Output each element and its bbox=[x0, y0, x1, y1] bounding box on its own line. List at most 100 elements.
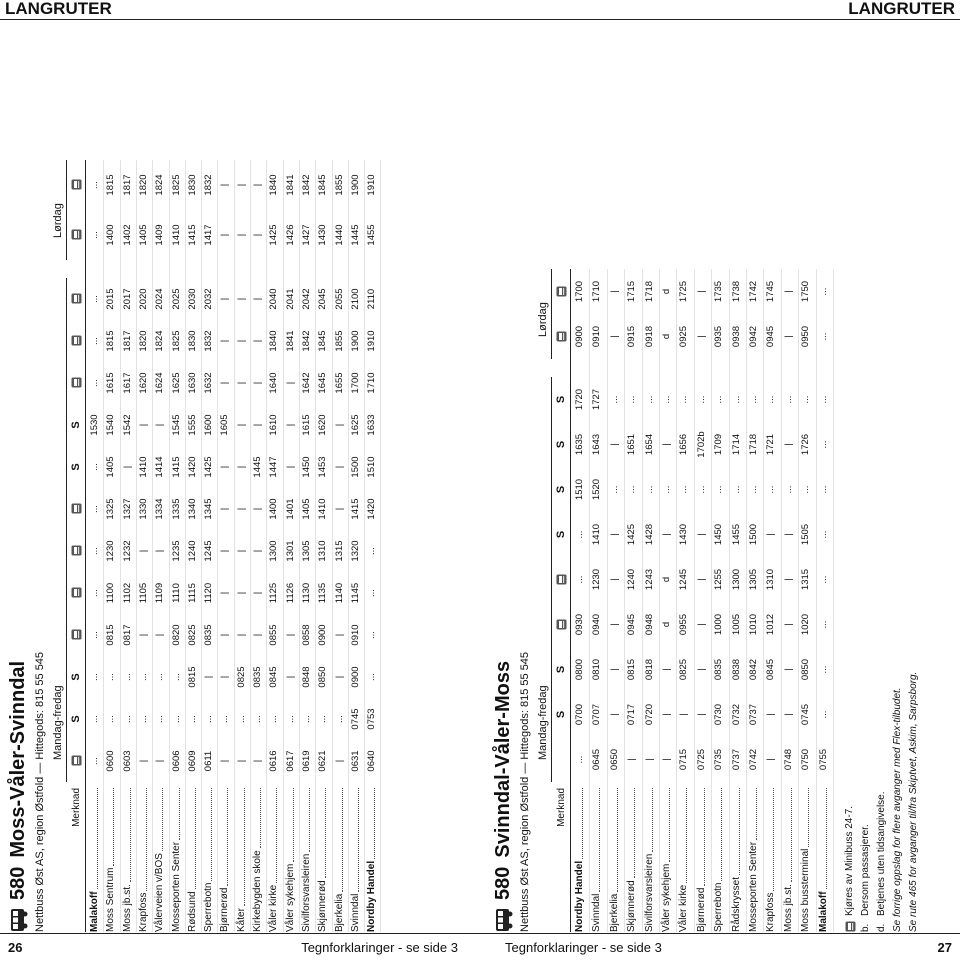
departure-time: 1420 bbox=[366, 498, 378, 520]
departure-time: 1555 bbox=[186, 414, 198, 436]
stop-row: Nordby Handel bbox=[366, 786, 378, 932]
departure-time: 1315 bbox=[333, 540, 345, 562]
leader bbox=[748, 788, 757, 840]
stop-name: Kåter bbox=[235, 908, 247, 932]
footnote: Kjøres av Minibuss 24-7. bbox=[843, 806, 857, 932]
departure-time: | bbox=[235, 633, 247, 637]
departure-time: | bbox=[333, 465, 345, 469]
departure-time: 1410 bbox=[170, 224, 182, 246]
stop-row: Sperrebotn bbox=[203, 786, 215, 932]
header-rule bbox=[85, 160, 86, 932]
departure-time: 1832 bbox=[203, 174, 215, 196]
departure-time: | bbox=[333, 507, 345, 511]
leader bbox=[366, 788, 376, 859]
departure-time: | bbox=[235, 183, 247, 187]
departure-time: 1830 bbox=[186, 330, 198, 352]
stop-row: Våler kirke bbox=[268, 786, 280, 932]
minibus-icon bbox=[845, 921, 855, 932]
departure-time: | bbox=[765, 533, 777, 536]
departure-time: 0616 bbox=[268, 750, 280, 772]
departure-time: | bbox=[695, 335, 707, 338]
departure-time: 0820 bbox=[170, 624, 182, 646]
departure-time: 1625 bbox=[170, 372, 182, 394]
departure-time: 1414 bbox=[154, 456, 166, 478]
departure-time: 1815 bbox=[105, 174, 117, 196]
leader bbox=[765, 788, 775, 891]
departure-time: 0930 bbox=[574, 613, 585, 636]
stop-name: Moss Sentrum bbox=[105, 867, 117, 932]
footer-text: Tegnforklaringer - se side 3 bbox=[505, 940, 662, 955]
departure-time: ... bbox=[817, 287, 829, 296]
departure-time: 1825 bbox=[170, 174, 182, 196]
departure-time: 0621 bbox=[317, 750, 329, 772]
group-rule bbox=[551, 269, 552, 359]
stop-name: Malakoff bbox=[89, 891, 100, 932]
departure-time: | bbox=[219, 591, 231, 595]
stop-row: Bjørnerød bbox=[695, 786, 708, 932]
departure-time: 1820 bbox=[137, 330, 149, 352]
row-rule bbox=[298, 160, 300, 932]
stop-row: Malakoff bbox=[89, 786, 101, 932]
departure-time: | bbox=[252, 549, 263, 553]
departure-time: 1445 bbox=[349, 224, 361, 246]
departure-time: | bbox=[154, 759, 166, 763]
leader bbox=[268, 788, 278, 883]
departure-time: ... bbox=[268, 715, 280, 723]
departure-time: ... bbox=[89, 181, 100, 189]
column-note: S bbox=[555, 485, 567, 494]
departure-time: 1750 bbox=[800, 280, 812, 303]
departure-time: 1240 bbox=[626, 568, 638, 591]
departure-time: 1841 bbox=[284, 330, 296, 352]
departure-time: 1445 bbox=[252, 456, 263, 478]
departure-time: | bbox=[695, 623, 707, 626]
day-group-label: Lørdag bbox=[537, 302, 549, 337]
departure-time: ... bbox=[89, 589, 100, 597]
stop-name: Mosseporten Senter bbox=[170, 841, 182, 932]
departure-time: 0815 bbox=[186, 666, 198, 688]
row-rule bbox=[815, 269, 817, 932]
departure-time: 0942 bbox=[748, 325, 759, 348]
departure-time: 1855 bbox=[333, 174, 345, 196]
departure-time: | bbox=[252, 381, 263, 385]
column-note: S bbox=[555, 395, 567, 404]
stop-row: Bjerkelia bbox=[608, 786, 621, 932]
departure-time: 1327 bbox=[121, 498, 133, 520]
departure-time: 1405 bbox=[137, 224, 149, 246]
departure-time: ... bbox=[817, 395, 829, 404]
departure-time: ... bbox=[800, 395, 812, 404]
departure-time: 0838 bbox=[730, 658, 742, 681]
minibus-icon bbox=[556, 574, 567, 585]
departure-time: ... bbox=[713, 485, 725, 494]
departure-time: 1654 bbox=[643, 433, 655, 456]
departure-time: 1315 bbox=[800, 568, 812, 591]
footnote-text: Kjøres av Minibuss 24-7. bbox=[844, 805, 855, 916]
departure-time: | bbox=[695, 533, 707, 536]
departure-time: 0850 bbox=[800, 658, 812, 681]
departure-time: 1715 bbox=[626, 280, 638, 303]
stop-name: Våler sykehjem bbox=[284, 863, 296, 932]
departure-time: ... bbox=[252, 715, 263, 723]
departure-time: ... bbox=[89, 757, 100, 765]
departure-time: | bbox=[782, 623, 794, 626]
departure-time: | bbox=[235, 759, 247, 763]
departure-time: 1718 bbox=[748, 433, 759, 456]
departure-time: 0945 bbox=[626, 613, 638, 636]
departure-time: 0848 bbox=[300, 666, 312, 688]
leader bbox=[608, 788, 618, 892]
departure-time: 1300 bbox=[268, 540, 280, 562]
departure-time: 1102 bbox=[121, 582, 133, 604]
departure-time: 2020 bbox=[137, 288, 149, 310]
departure-time: | bbox=[608, 623, 620, 626]
row-rule bbox=[728, 269, 730, 932]
departure-time: ... bbox=[317, 715, 329, 723]
departure-time: ... bbox=[235, 715, 247, 723]
day-group-label: Mandag-fredag bbox=[537, 685, 549, 760]
stop-name: Sivilforsvarsleiren bbox=[300, 853, 312, 932]
departure-time: 1125 bbox=[268, 582, 280, 604]
section-header: LANGRUTER bbox=[848, 0, 955, 18]
route-number: 580 bbox=[492, 866, 514, 900]
leader bbox=[203, 788, 213, 881]
row-rule bbox=[606, 269, 608, 932]
minibus-icon bbox=[71, 546, 82, 556]
departure-time: 1425 bbox=[268, 224, 280, 246]
